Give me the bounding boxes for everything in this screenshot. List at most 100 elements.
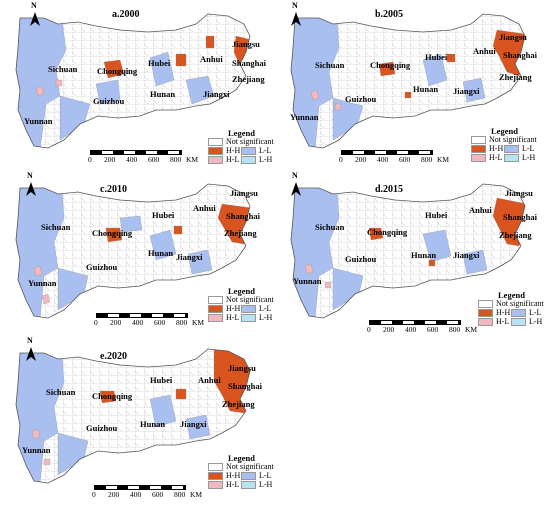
swatch-icon [208,314,223,323]
scale-tick: 800 [174,490,186,499]
scale-tick: 0 [94,318,98,327]
north-label: N [31,1,37,10]
scale-tick: 200 [110,318,122,327]
scale-bar: 0 200 400 600 800 KM [367,320,489,336]
swatch-icon [241,472,256,481]
label-yunnan: Yunnan [293,276,322,286]
swatch-icon [471,145,486,154]
north-arrow-icon: N [24,336,38,363]
scale-unit: KM [186,155,199,164]
legend-not-significant: Not significant [478,299,544,309]
north-arrow-icon: N [289,1,303,28]
legend-lh: L-H [241,155,272,165]
swatch-icon [471,136,486,145]
swatch-icon [208,472,223,481]
label-hubei: Hubei [150,375,173,385]
label-shanghai: Shanghai [228,381,263,391]
label-hubei: Hubei [152,210,175,220]
map-panel-2000: N a.2000 Sichuan Chongqing Hubei Anhui J… [0,0,275,170]
panel-title: e.2020 [100,351,127,362]
legend-lh: L-H [504,153,535,163]
label-guizhou: Guizhou [93,96,125,106]
panel-title: b.2005 [375,9,404,20]
legend-hl: H-L [208,155,239,165]
region-map [15,13,251,149]
scale-bar-graphic [341,150,433,155]
scale-unit: KM [465,325,478,334]
scale-bar: 0 200 400 600 800 KM [94,313,216,329]
scale-bar-graphic [96,313,188,318]
label-anhui: Anhui [473,46,496,56]
label-jiangsu: Jiangsu [228,363,256,373]
swatch-icon [241,147,256,156]
swatch-icon [208,138,223,147]
scale-tick: 600 [154,318,166,327]
label-jiangxi: Jiangxi [203,89,230,99]
label-jiangxi: Jiangxi [453,250,480,260]
swatch-icon [504,145,519,154]
label-yunnan: Yunnan [24,116,53,126]
swatch-icon [208,463,223,472]
swatch-icon [511,309,526,318]
label-zhejiang: Zhejiang [499,230,532,240]
label-hunan: Hunan [148,248,174,258]
label-sichuan: Sichuan [315,222,345,232]
label-zhejiang: Zhejiang [232,74,265,84]
label-yunnan: Yunnan [290,112,319,122]
label-jiangsu: Jiangsu [232,39,260,49]
label-anhui: Anhui [193,203,216,213]
scale-tick: 0 [339,155,343,164]
region-map [290,13,526,149]
label-shanghai: Shanghai [226,211,261,221]
region-map [15,183,251,319]
legend-hl: H-L [208,313,239,323]
label-chongqing: Chongqing [92,228,133,238]
swatch-icon [208,305,223,314]
north-label: N [27,171,33,180]
region-map [290,183,526,319]
swatch-icon [241,305,256,314]
label-yunnan: Yunnan [28,278,57,288]
scale-tick: 600 [148,155,160,164]
label-jiangxi: Jiangxi [180,419,207,429]
scale-unit: KM [190,490,203,499]
label-jiangsu: Jiangsu [230,188,258,198]
scale-tick: 200 [108,490,120,499]
label-chongqing: Chongqing [370,60,411,70]
legend-hl: H-L [478,317,509,327]
scale-bar-graphic [90,150,182,155]
scale-tick: 400 [130,490,142,499]
scale-tick: 0 [367,325,371,334]
label-anhui: Anhui [198,375,221,385]
legend-lh: L-H [241,480,272,490]
label-jiangsu: Jiangsu [499,32,527,42]
label-hubei: Hubei [148,58,171,68]
legend-not-significant: Not significant [208,462,274,472]
scale-tick: 400 [377,155,389,164]
label-jiangxi: Jiangxi [176,252,203,262]
scale-tick: 800 [170,155,182,164]
scale-tick: 800 [176,318,188,327]
scale-bar-graphic [369,320,461,325]
north-label: N [292,1,298,10]
legend-not-significant: Not significant [471,135,537,145]
swatch-icon [208,156,223,165]
scale-bar-graphic [94,485,186,490]
label-sichuan: Sichuan [41,222,71,232]
scale-tick: 600 [427,325,439,334]
label-yunnan: Yunnan [22,445,51,455]
legend-ll: L-L [511,308,541,318]
legend-hh: H-H [208,146,240,156]
swatch-icon [208,296,223,305]
map-panel-2015: N d.2015 Sichuan Chongqing Hubei Anhui J… [275,170,550,340]
legend-not-significant: Not significant [208,295,274,305]
scale-bar: 0 200 400 600 800 KM [92,485,214,501]
label-hubei: Hubei [425,210,448,220]
label-guizhou: Guizhou [345,254,377,264]
north-label: N [292,171,298,180]
swatch-icon [504,154,519,163]
scale-tick: 0 [92,490,96,499]
legend-hh: H-H [478,308,510,318]
label-sichuan: Sichuan [48,64,78,74]
label-zhejiang: Zhejiang [222,399,255,409]
